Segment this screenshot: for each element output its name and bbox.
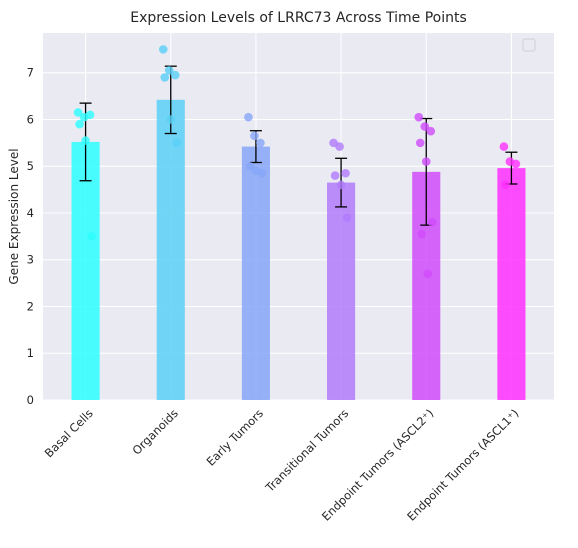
- data-point: [341, 168, 350, 178]
- data-point: [166, 115, 176, 124]
- data-point: [75, 119, 84, 129]
- data-point: [336, 180, 346, 190]
- bar: [156, 99, 185, 401]
- data-point: [499, 142, 509, 151]
- legend-box[interactable]: [522, 38, 536, 52]
- data-point: [421, 157, 431, 166]
- y-tick-label: 3: [27, 253, 34, 267]
- y-tick-label: 2: [27, 299, 34, 313]
- data-point: [427, 218, 437, 227]
- data-point: [73, 108, 83, 117]
- y-tick-label: 6: [27, 112, 34, 126]
- data-point: [85, 110, 95, 120]
- bar: [241, 146, 270, 400]
- data-point: [501, 180, 510, 190]
- data-point: [415, 138, 425, 148]
- data-point: [330, 171, 340, 180]
- data-point: [256, 138, 265, 148]
- data-point: [158, 45, 168, 54]
- plot-area: [43, 33, 554, 400]
- y-tick-label: 0: [27, 393, 34, 407]
- data-point: [426, 126, 436, 136]
- data-points: [73, 45, 521, 279]
- data-point: [414, 112, 424, 122]
- chart-title: Expression Levels of LRRC73 Across Time …: [130, 10, 467, 26]
- data-point: [250, 131, 259, 141]
- y-tick-label: 7: [27, 66, 34, 80]
- y-tick-label: 4: [27, 206, 34, 220]
- data-point: [335, 142, 344, 151]
- y-tick-label: 1: [27, 346, 34, 360]
- y-tick-label: 5: [27, 159, 34, 173]
- data-point: [420, 122, 430, 131]
- y-tick-labels: 0 1 2 3 4 5 6 7: [27, 66, 34, 407]
- data-point: [164, 66, 174, 75]
- data-point: [417, 229, 427, 239]
- data-point: [170, 70, 180, 80]
- bar: [497, 168, 526, 400]
- data-point: [87, 232, 96, 241]
- data-point: [172, 138, 182, 148]
- data-point: [81, 136, 90, 145]
- bar: [71, 141, 100, 400]
- data-point: [244, 112, 253, 122]
- data-point: [423, 269, 433, 279]
- y-axis-label: Gene Expression Level: [7, 148, 21, 284]
- data-point: [245, 161, 255, 171]
- data-point: [160, 73, 170, 82]
- data-point: [511, 159, 521, 169]
- data-point: [342, 213, 352, 222]
- bar: [327, 182, 356, 400]
- data-point: [257, 168, 267, 178]
